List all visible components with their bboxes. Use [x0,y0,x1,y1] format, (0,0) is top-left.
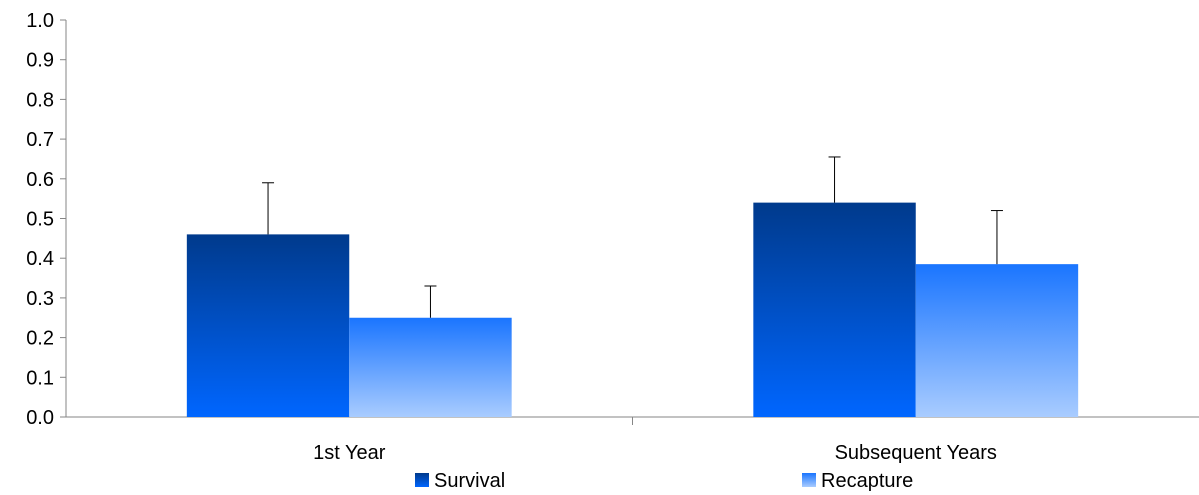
y-tick-label: 0.0 [26,407,54,429]
y-tick-label: 0.7 [26,129,54,151]
y-tick-label: 0.9 [26,50,54,72]
y-tick-label: 0.2 [26,328,54,350]
bars [186,202,1079,417]
y-tick-label: 0.1 [26,367,54,389]
bar-survival-1 [753,202,916,417]
x-category-label: Subsequent Years [835,442,997,464]
x-category-label: 1st Year [313,442,386,464]
bar-recapture-1 [915,264,1079,417]
x-axis: 1st Year Subsequent Years [66,416,1199,464]
legend: Survival Recapture [415,470,913,492]
y-tick-label: 1.0 [26,10,54,32]
legend-swatch-recapture [802,473,816,487]
y-tick-label: 0.3 [26,288,54,310]
y-tick-label: 0.5 [26,209,54,231]
legend-swatch-survival [415,473,429,487]
error-bars [262,156,1003,318]
y-tick-label: 0.6 [26,169,54,191]
bar-recapture-0 [349,317,512,417]
legend-label-survival: Survival [434,470,505,492]
y-tick-label: 0.8 [26,89,54,111]
y-axis: 0.0 0.1 0.2 0.3 0.4 0.5 0.6 0.7 0.8 0.9 1.0 [26,10,67,429]
legend-label-recapture: Recapture [821,470,913,492]
y-tick-label: 0.4 [26,248,54,270]
bar-survival-0 [186,234,350,417]
